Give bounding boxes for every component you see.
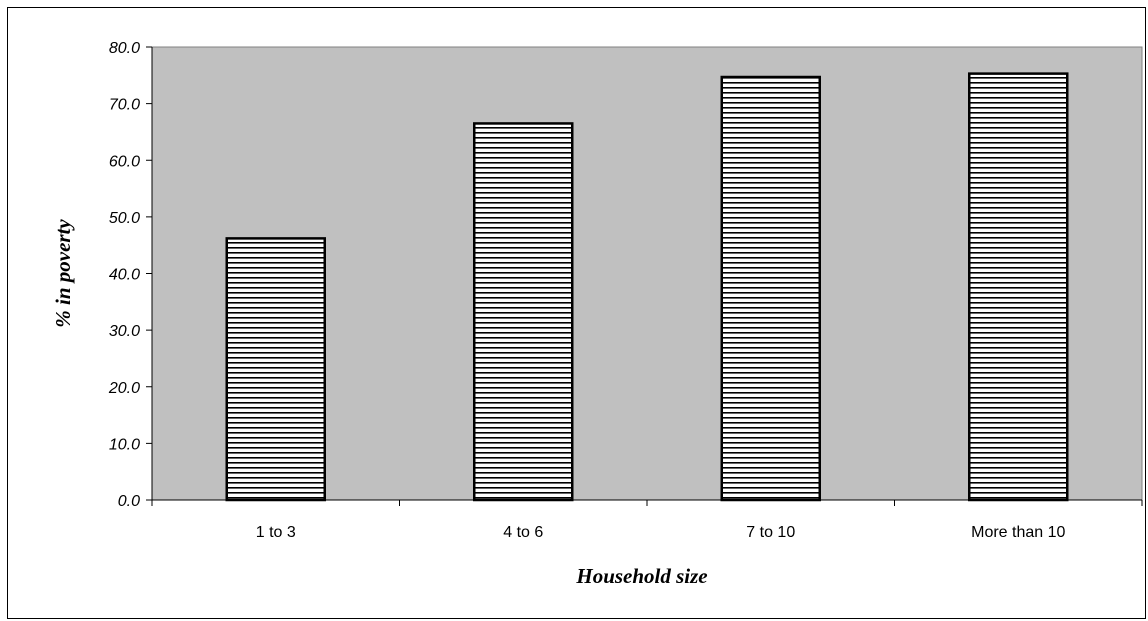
x-tick-label: 7 to 10 (746, 524, 795, 541)
y-axis-title: % in poverty (51, 219, 75, 328)
bars-group (225, 72, 1069, 502)
y-tick-label: 20.0 (108, 380, 140, 397)
bar-2 (473, 122, 574, 502)
y-tick-label: 10.0 (109, 436, 140, 453)
bar-4 (968, 72, 1069, 502)
y-tick-label: 80.0 (109, 40, 140, 57)
y-tick-label: 30.0 (109, 323, 140, 340)
x-axis-title: Household size (575, 564, 707, 588)
x-tick-label: More than 10 (971, 524, 1065, 541)
y-tick-label: 60.0 (109, 153, 140, 170)
y-axis: 0.0 10.0 20.0 30.0 40.0 50.0 60.0 70.0 80.0 (108, 40, 153, 510)
y-tick-label: 40.0 (109, 267, 140, 284)
x-axis: 1 to 3 4 to 6 7 to 10 More than 10 (151, 499, 1143, 541)
x-tick-label: 4 to 6 (503, 524, 543, 541)
bar-1 (225, 237, 326, 502)
bar-3 (720, 75, 821, 502)
y-tick-label: 50.0 (109, 210, 140, 227)
y-tick-label: 0.0 (118, 493, 140, 510)
y-tick-label: 70.0 (109, 97, 140, 114)
x-tick-label: 1 to 3 (256, 524, 296, 541)
